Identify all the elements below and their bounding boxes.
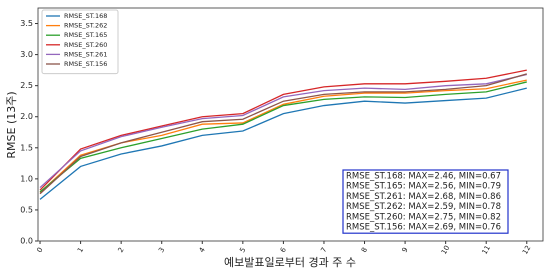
series-line [39,73,527,195]
annotation-text: RMSE_ST.168: MAX=2.46, MIN=0.67 [346,172,501,182]
annotation-text: RMSE_ST.262: MAX=2.59, MIN=0.78 [346,202,501,212]
series-line [39,87,527,200]
y-axis-label: RMSE (13주) [5,91,18,158]
annotation-box [342,169,509,234]
y-tick-label: 1.0 [20,174,33,183]
legend-label: RMSE_ST.261 [64,50,107,58]
plot-frame [37,7,544,242]
annotation-text: RMSE_ST.165: MAX=2.56, MIN=0.79 [346,182,501,192]
x-tick-label: 4 [198,246,207,254]
x-tick-label: 7 [319,246,328,254]
series-line [39,81,527,193]
y-tick-label: 0.5 [20,205,33,214]
y-tick-label: 1.5 [20,143,33,152]
annotation-text: RMSE_ST.261: MAX=2.68, MIN=0.86 [346,192,501,202]
legend-label: RMSE_ST.168 [64,12,107,20]
legend-label: RMSE_ST.165 [64,31,107,39]
y-tick-label: 2.0 [20,112,33,121]
annotation-text: RMSE_ST.156: MAX=2.69, MIN=0.76 [346,223,501,233]
x-tick-label: 6 [279,246,288,254]
y-tick-label: 3.0 [20,50,33,59]
series-line [39,73,527,189]
legend-box [41,9,119,75]
legend-label: RMSE_ST.262 [64,22,107,30]
x-tick-label: 9 [401,246,410,254]
x-axis-label: 예보발표일로부터 경과 주 수 [224,255,356,269]
annotation-text: RMSE_ST.260: MAX=2.75, MIN=0.82 [346,212,501,222]
legend-label: RMSE_ST.260 [64,41,107,49]
x-tick-label: 0 [35,246,44,254]
x-tick-label: 5 [238,246,247,254]
x-tick-label: 10 [440,244,451,256]
x-tick-label: 8 [360,246,369,254]
x-tick-label: 11 [481,244,492,256]
x-tick-label: 3 [157,246,166,254]
y-tick-label: 3.5 [20,19,33,28]
legend-label: RMSE_ST.156 [64,60,107,68]
x-tick-label: 2 [117,246,126,254]
x-tick-label: 12 [521,244,532,256]
series-line [39,69,527,191]
y-tick-label: 0.0 [20,237,33,246]
y-tick-label: 2.5 [20,81,33,90]
x-tick-label: 1 [76,246,85,254]
